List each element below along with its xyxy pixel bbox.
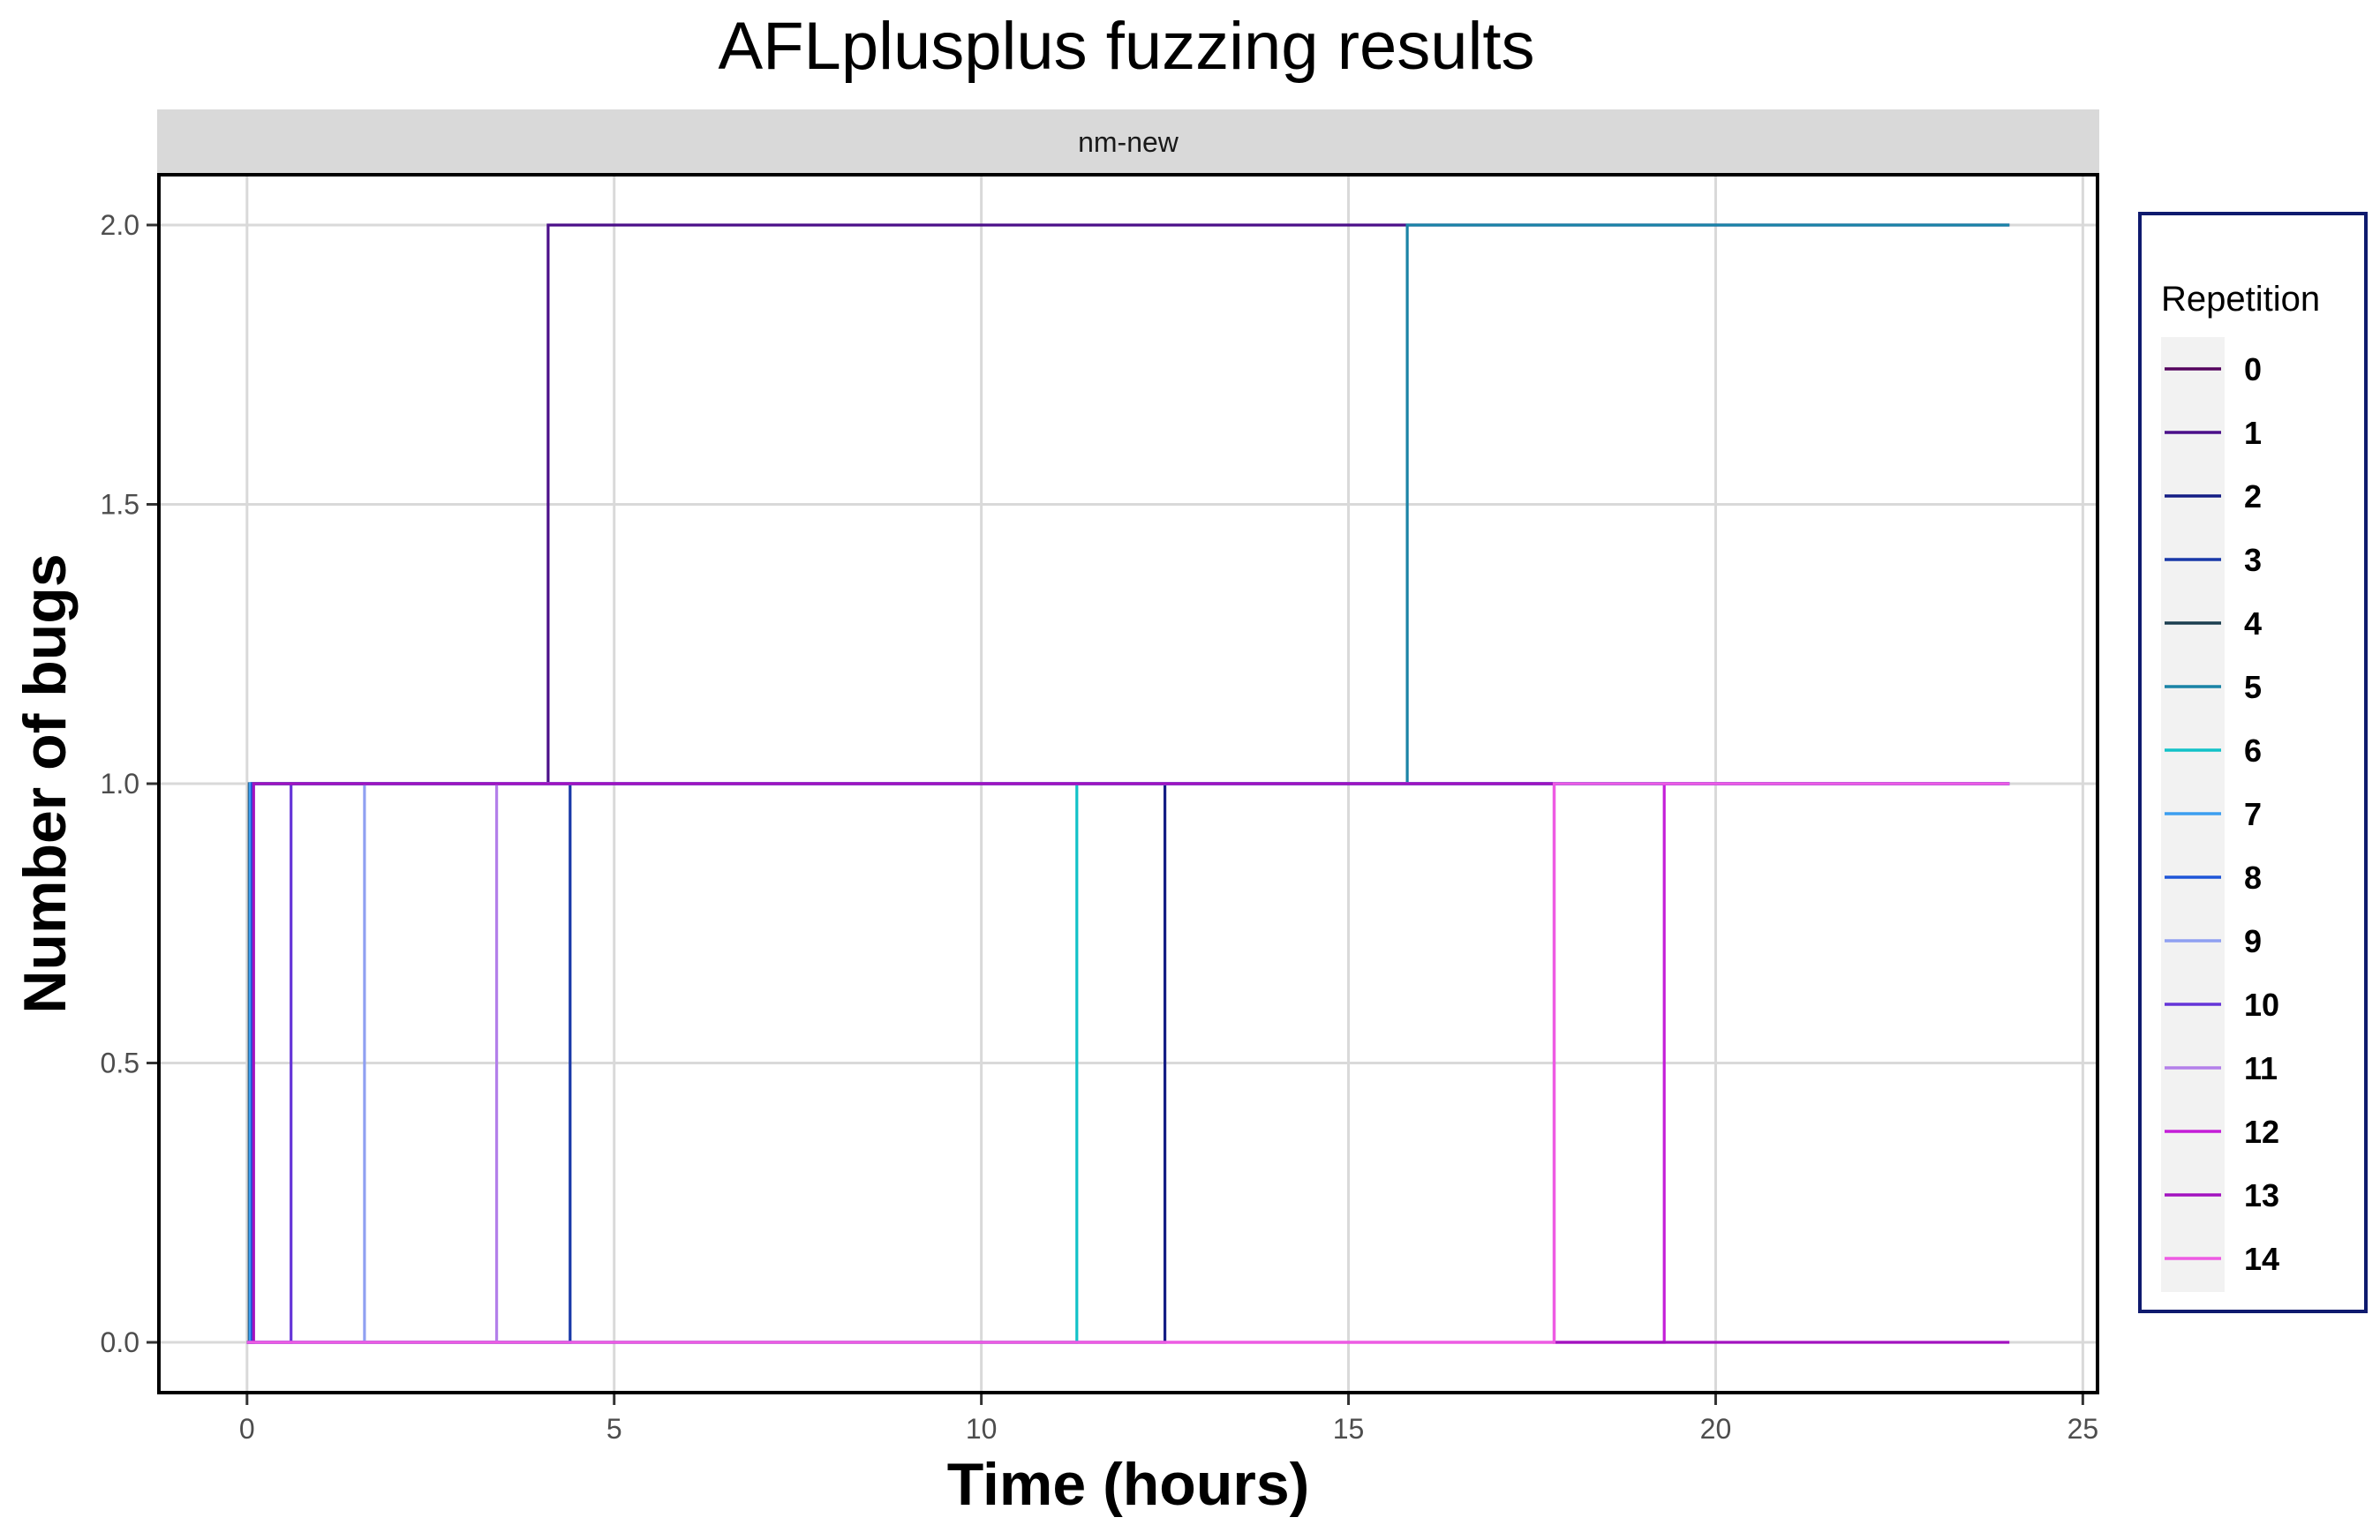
legend-item-7: 7 [2165,796,2262,832]
facet-strip [157,109,2099,173]
x-tick-label: 25 [2067,1413,2099,1445]
legend-item-11: 11 [2165,1050,2278,1086]
series-line-14 [246,782,2010,1344]
legend-item-4: 4 [2165,605,2262,642]
legend-label: 12 [2244,1114,2279,1150]
chart-title: AFLplusplus fuzzing results [718,9,1534,84]
legend-label: 6 [2244,732,2262,769]
legend-item-1: 1 [2165,415,2262,451]
x-tick-label: 10 [966,1413,998,1445]
legend-label: 9 [2244,923,2262,959]
y-tick-label: 1.0 [101,768,139,800]
legend-label: 10 [2244,987,2279,1023]
series-lines [246,223,2010,1344]
legend-item-0: 0 [2165,351,2262,387]
legend-label: 0 [2244,351,2262,387]
legend-item-6: 6 [2165,732,2262,769]
legend-item-5: 5 [2165,669,2262,705]
legend-item-2: 2 [2165,478,2262,515]
legend-label: 13 [2244,1177,2279,1213]
legend-label: 1 [2244,415,2262,451]
facet-strip-label: nm-new [1078,126,1179,158]
legend-item-9: 9 [2165,923,2262,959]
plot-panel-border [157,173,2099,1394]
legend-item-12: 12 [2165,1114,2279,1150]
legend-label: 7 [2244,796,2262,832]
x-tick-label: 5 [606,1413,622,1445]
y-tick-label: 2.0 [101,209,139,241]
y-tick-label: 1.5 [101,488,139,520]
legend-item-10: 10 [2165,987,2279,1023]
legend-label: 2 [2244,478,2262,515]
axis-ticks: 0 5 10 15 20 25 0.0 0.5 1.0 1.5 2.0 [101,209,2099,1445]
x-tick-label: 20 [1700,1413,1732,1445]
legend-label: 3 [2244,542,2262,578]
legend-title: Repetition [2161,280,2320,319]
legend-item-8: 8 [2165,860,2262,896]
y-tick-label: 0.5 [101,1048,139,1079]
legend-item-14: 14 [2165,1241,2279,1277]
legend-item-13: 13 [2165,1177,2279,1213]
x-axis-title: Time (hours) [947,1451,1310,1518]
y-tick-label: 0.0 [101,1326,139,1358]
legend-label: 8 [2244,860,2262,896]
x-tick-label: 0 [239,1413,255,1445]
legend-label: 14 [2244,1241,2279,1277]
legend-item-3: 3 [2165,542,2262,578]
legend-label: 11 [2244,1050,2278,1086]
legend-label: 4 [2244,605,2262,642]
x-tick-label: 15 [1333,1413,1365,1445]
y-axis-title: Number of bugs [11,553,79,1013]
legend-label: 5 [2244,669,2262,705]
